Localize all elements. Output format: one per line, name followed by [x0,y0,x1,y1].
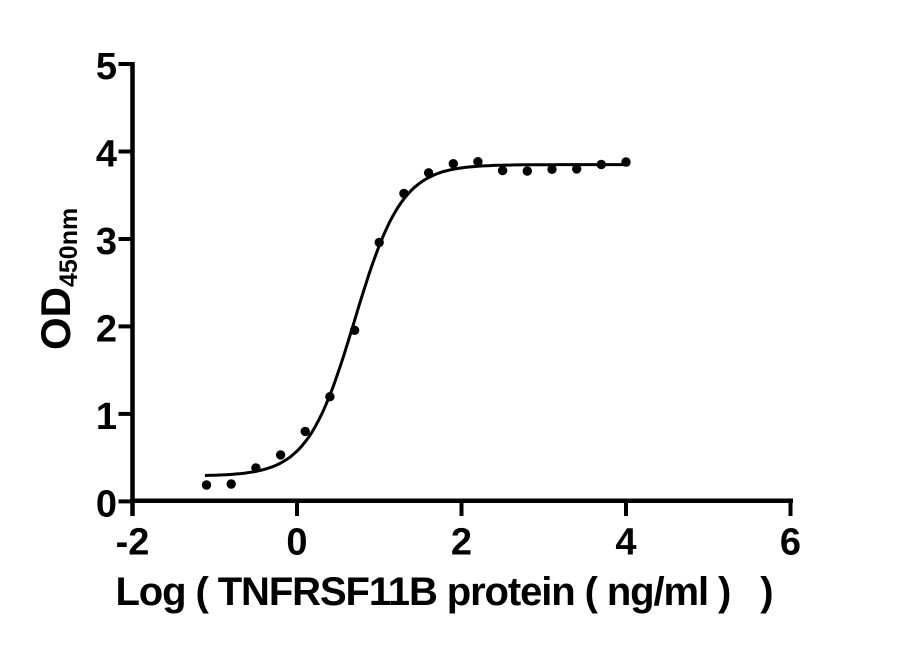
svg-text:4: 4 [615,522,636,564]
svg-text:6: 6 [780,522,801,564]
svg-text:2: 2 [451,522,472,564]
svg-text:3: 3 [96,221,117,263]
svg-text:Log ( TNFRSF11B protein ( ng/m: Log ( TNFRSF11B protein ( ng/ml ) ) [115,570,772,614]
svg-text:1: 1 [96,396,117,438]
svg-text:0: 0 [96,483,117,525]
svg-text:4: 4 [96,134,117,176]
svg-text:-2: -2 [116,522,150,564]
svg-text:2: 2 [96,308,117,350]
svg-text:5: 5 [96,46,117,88]
svg-text:0: 0 [286,522,307,564]
